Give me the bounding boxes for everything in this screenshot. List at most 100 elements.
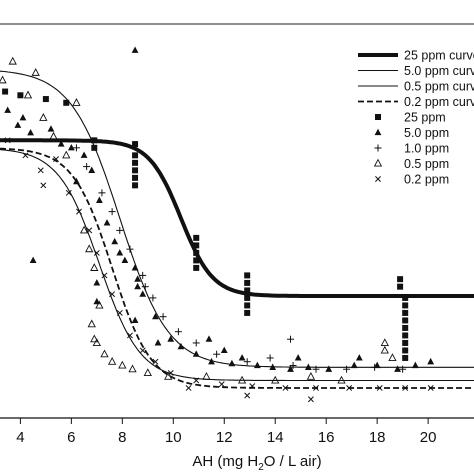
data-point-open-triangle xyxy=(0,75,7,84)
x-tick-label: 8 xyxy=(118,429,126,446)
fit-curve-1 xyxy=(0,70,474,368)
data-point-triangle xyxy=(80,151,88,158)
data-point-x xyxy=(402,385,409,391)
data-point-x xyxy=(244,392,251,399)
data-point-open-triangle xyxy=(90,263,99,271)
data-point-triangle xyxy=(139,290,147,297)
data-point-square xyxy=(132,159,139,166)
data-point-plus xyxy=(213,350,221,358)
data-point-triangle xyxy=(131,316,139,324)
data-point-square xyxy=(42,96,49,103)
data-point-square xyxy=(402,354,409,361)
data-point-x xyxy=(37,167,44,174)
data-point-open-triangle xyxy=(8,56,17,65)
data-point-triangle xyxy=(238,354,246,361)
data-point-triangle xyxy=(253,361,261,369)
data-point-triangle xyxy=(57,140,65,147)
data-point-x xyxy=(76,208,82,215)
legend-marker-swatch xyxy=(374,128,382,136)
x-tick-label: 20 xyxy=(420,429,437,446)
data-point-triangle xyxy=(121,256,129,263)
data-point-triangle xyxy=(294,354,302,361)
data-point-x xyxy=(86,227,93,234)
data-point-triangle xyxy=(95,196,103,203)
data-point-triangle xyxy=(47,125,55,132)
data-point-square xyxy=(193,234,200,241)
data-point-open-triangle xyxy=(23,90,33,99)
data-point-triangle xyxy=(154,339,162,346)
data-point-triangle xyxy=(93,279,101,286)
data-point-open-triangle xyxy=(92,338,101,347)
data-point-square xyxy=(244,279,251,286)
data-point-square xyxy=(402,324,409,331)
data-point-square xyxy=(402,317,409,324)
data-point-x xyxy=(218,381,225,388)
x-axis-title: AH (mg H2O / L air) xyxy=(192,453,321,473)
legend-entry-label: 0.2 ppm xyxy=(404,173,449,187)
data-point-open-triangle xyxy=(202,371,211,380)
data-point-square xyxy=(132,141,139,148)
fit-curve-2 xyxy=(0,149,474,382)
data-point-open-triangle xyxy=(271,375,280,384)
data-point-triangle xyxy=(27,129,34,136)
legend-marker-swatch xyxy=(375,114,381,120)
data-point-square xyxy=(244,272,251,279)
data-point-square xyxy=(402,294,409,301)
data-point-x xyxy=(313,385,319,391)
data-point-x xyxy=(193,377,200,384)
data-point-triangle xyxy=(67,144,75,151)
data-point-plus xyxy=(116,226,124,234)
data-point-plus xyxy=(98,189,106,197)
data-point-square xyxy=(132,167,139,174)
data-point-open-triangle xyxy=(31,68,40,76)
data-point-triangle xyxy=(131,46,139,53)
x-tick-label: 14 xyxy=(267,429,284,446)
data-point-triangle xyxy=(177,342,185,350)
data-point-x xyxy=(346,385,353,391)
data-point-square xyxy=(132,174,139,181)
data-point-triangle xyxy=(134,275,142,282)
x-tick-label: 10 xyxy=(165,429,182,446)
legend-entry-label: 5.0 ppm xyxy=(404,126,449,140)
data-point-open-triangle xyxy=(87,319,96,328)
data-point-open-triangle xyxy=(128,364,137,373)
data-point-x xyxy=(139,347,146,354)
data-point-open-triangle xyxy=(337,375,346,384)
data-point-open-triangle xyxy=(143,368,152,377)
data-point-x xyxy=(109,291,116,298)
data-point-plus xyxy=(192,339,200,347)
data-point-open-triangle xyxy=(107,356,117,365)
data-point-open-triangle xyxy=(380,338,389,347)
legend-marker-swatch xyxy=(373,158,383,167)
data-point-square xyxy=(397,276,404,283)
data-point-open-triangle xyxy=(118,360,127,369)
data-point-open-triangle xyxy=(39,113,48,121)
legend-entry-label: 25 ppm curve xyxy=(404,49,474,63)
data-point-x xyxy=(307,396,314,403)
data-point-plus xyxy=(159,313,167,321)
data-point-plus xyxy=(312,365,320,373)
data-point-plus xyxy=(141,283,149,291)
data-point-plus xyxy=(174,328,182,336)
data-point-triangle xyxy=(304,363,312,370)
data-point-open-triangle xyxy=(49,131,58,140)
data-point-x xyxy=(427,385,434,391)
data-point-triangle xyxy=(355,354,363,361)
data-point-triangle xyxy=(220,346,228,354)
data-point-plus xyxy=(289,361,297,369)
data-point-triangle xyxy=(73,177,80,185)
data-point-open-triangle xyxy=(306,371,316,380)
data-point-triangle xyxy=(4,106,12,113)
data-point-x xyxy=(40,182,47,189)
data-point-plus xyxy=(108,208,116,216)
data-point-triangle xyxy=(411,361,419,369)
data-point-x xyxy=(185,385,192,391)
fit-curves xyxy=(0,70,474,389)
data-point-square xyxy=(132,182,139,189)
data-point-x xyxy=(249,383,256,390)
data-point-triangle xyxy=(134,282,142,290)
legend-marker-swatch xyxy=(374,144,382,152)
data-point-square xyxy=(193,242,200,249)
